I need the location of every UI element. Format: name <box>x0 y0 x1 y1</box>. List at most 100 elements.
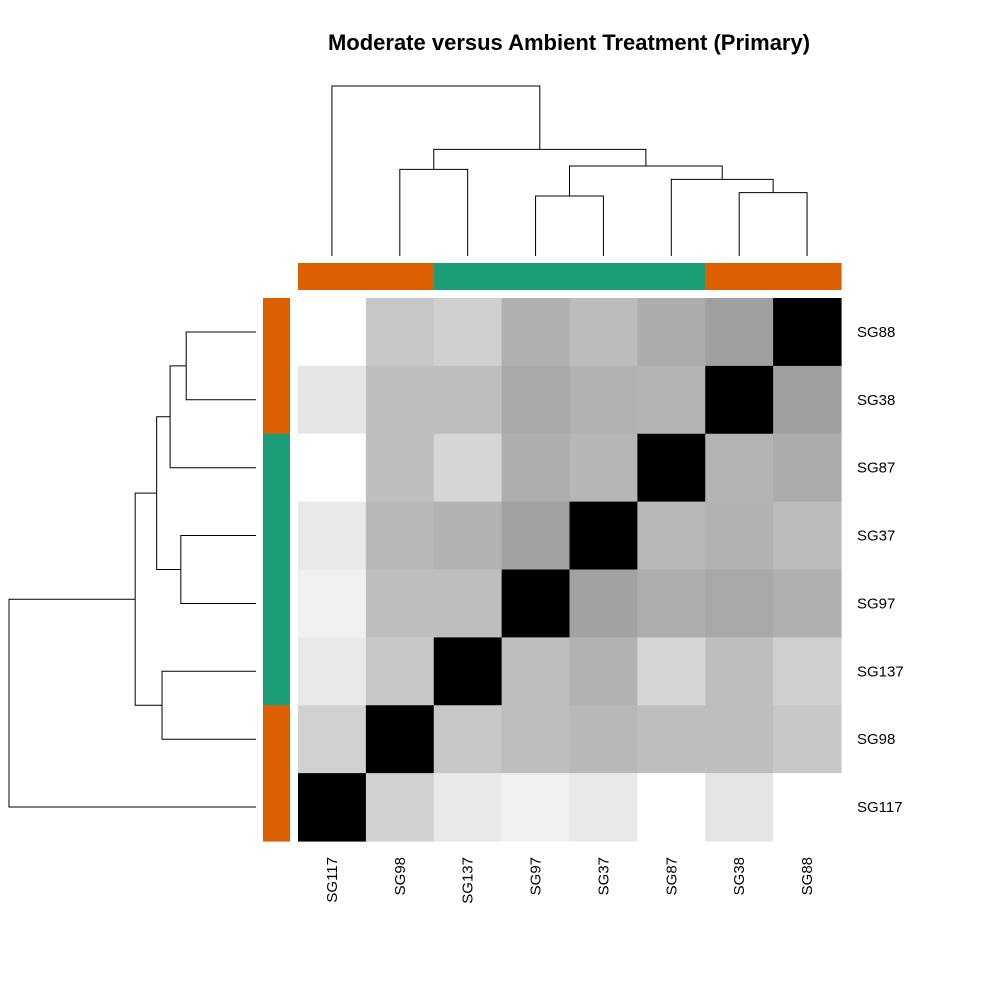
heatmap-cell <box>365 501 435 571</box>
row-dendrogram-branch <box>161 670 256 740</box>
heatmap-cell <box>705 705 774 774</box>
heatmap-cell <box>637 365 706 435</box>
heatmap-cell <box>773 773 842 842</box>
column-labels: SG117 SG98 SG137 SG97 SG37 SG87 SG38 SG88 <box>324 857 816 904</box>
heatmap-cell <box>637 705 706 774</box>
column-dendrogram-branch <box>738 192 808 256</box>
row-group-cell <box>263 365 290 435</box>
column-group-cell <box>501 263 571 290</box>
heatmap-cell <box>705 637 774 706</box>
heatmap-cell <box>569 501 638 571</box>
heatmap-cell <box>298 365 367 435</box>
heatmap-cell <box>298 637 367 706</box>
column-dendrogram-branch <box>399 168 469 256</box>
row-label: SG98 <box>857 731 895 748</box>
row-label: SG87 <box>857 460 895 477</box>
heatmap-cell <box>637 433 706 503</box>
row-label: SG117 <box>857 799 903 816</box>
heatmap-cell <box>637 298 706 367</box>
heatmap-cell <box>773 501 842 571</box>
heatmap-cell <box>501 501 571 571</box>
heatmap-cell <box>298 433 367 503</box>
heatmap-cell <box>705 501 774 571</box>
heatmap-cell <box>433 433 503 503</box>
row-dendrogram-branch <box>134 492 163 706</box>
heatmap-cell <box>569 637 638 706</box>
column-label: SG137 <box>460 857 477 904</box>
row-dendrogram-branch <box>169 365 256 469</box>
column-group-cell <box>365 263 435 290</box>
heatmap-cell <box>569 433 638 503</box>
column-dendrogram-branch <box>670 178 774 256</box>
row-group-cell <box>263 433 290 503</box>
heatmap-cell <box>433 773 503 842</box>
row-group-bar <box>263 298 290 842</box>
chart-title: Moderate versus Ambient Treatment (Prima… <box>328 30 810 55</box>
heatmap-cell <box>705 569 774 638</box>
column-group-cell <box>637 263 706 290</box>
heatmap-cell <box>569 705 638 774</box>
row-label: SG37 <box>857 528 895 545</box>
column-dendrogram <box>331 85 808 256</box>
heatmap-cells <box>298 298 842 842</box>
heatmap-cell <box>501 773 571 842</box>
heatmap-cell <box>365 705 435 774</box>
row-dendrogram-branch <box>185 331 256 401</box>
heatmap-cell <box>365 569 435 638</box>
heatmap-cell <box>773 298 842 367</box>
heatmap-cell <box>501 705 571 774</box>
column-label: SG97 <box>528 857 545 895</box>
row-label: SG88 <box>857 324 895 341</box>
heatmap-cell <box>773 705 842 774</box>
heatmap-cell <box>773 637 842 706</box>
heatmap-cell <box>365 637 435 706</box>
row-label: SG137 <box>857 663 904 680</box>
heatmap-cell <box>365 298 435 367</box>
heatmap-cell <box>433 705 503 774</box>
row-group-cell <box>263 773 290 842</box>
heatmap-cell <box>569 365 638 435</box>
row-labels: SG88 SG38 SG87 SG37 SG97 SG137 SG98 SG117 <box>857 324 904 816</box>
row-group-cell <box>263 637 290 706</box>
row-group-cell <box>263 298 290 367</box>
row-group-cell <box>263 569 290 638</box>
heatmap-cell <box>569 569 638 638</box>
column-label: SG117 <box>324 857 341 903</box>
row-dendrogram-branch <box>8 598 256 808</box>
heatmap-cell <box>298 705 367 774</box>
heatmap-cell <box>569 773 638 842</box>
heatmap-cell <box>773 433 842 503</box>
column-dendrogram-branch <box>535 195 604 256</box>
column-label: SG88 <box>799 857 816 895</box>
heatmap-cell <box>637 501 706 571</box>
heatmap-cell <box>705 298 774 367</box>
heatmap-cell <box>501 433 571 503</box>
column-group-cell <box>569 263 638 290</box>
column-label: SG87 <box>663 857 680 895</box>
row-label: SG97 <box>857 595 895 612</box>
column-label: SG38 <box>731 857 748 895</box>
heatmap-cell <box>501 569 571 638</box>
column-group-cell <box>433 263 503 290</box>
heatmap-cell <box>298 501 367 571</box>
heatmap-cell <box>501 637 571 706</box>
heatmap-cell <box>298 773 367 842</box>
heatmap-cell <box>773 569 842 638</box>
heatmap-cell <box>365 365 435 435</box>
column-group-cell <box>298 263 367 290</box>
heatmap-cell <box>365 773 435 842</box>
row-label: SG38 <box>857 392 895 409</box>
heatmap-cell <box>298 298 367 367</box>
heatmap-cell <box>637 637 706 706</box>
heatmap-cell <box>705 365 774 435</box>
column-group-cell <box>773 263 842 290</box>
column-label: SG98 <box>392 857 409 895</box>
row-dendrogram-branch <box>180 535 256 604</box>
column-dendrogram-branch <box>331 85 541 256</box>
heatmap-cell <box>773 365 842 435</box>
row-group-cell <box>263 501 290 571</box>
heatmap-cell <box>298 569 367 638</box>
heatmap-cell <box>433 298 503 367</box>
heatmap-cell <box>637 773 706 842</box>
